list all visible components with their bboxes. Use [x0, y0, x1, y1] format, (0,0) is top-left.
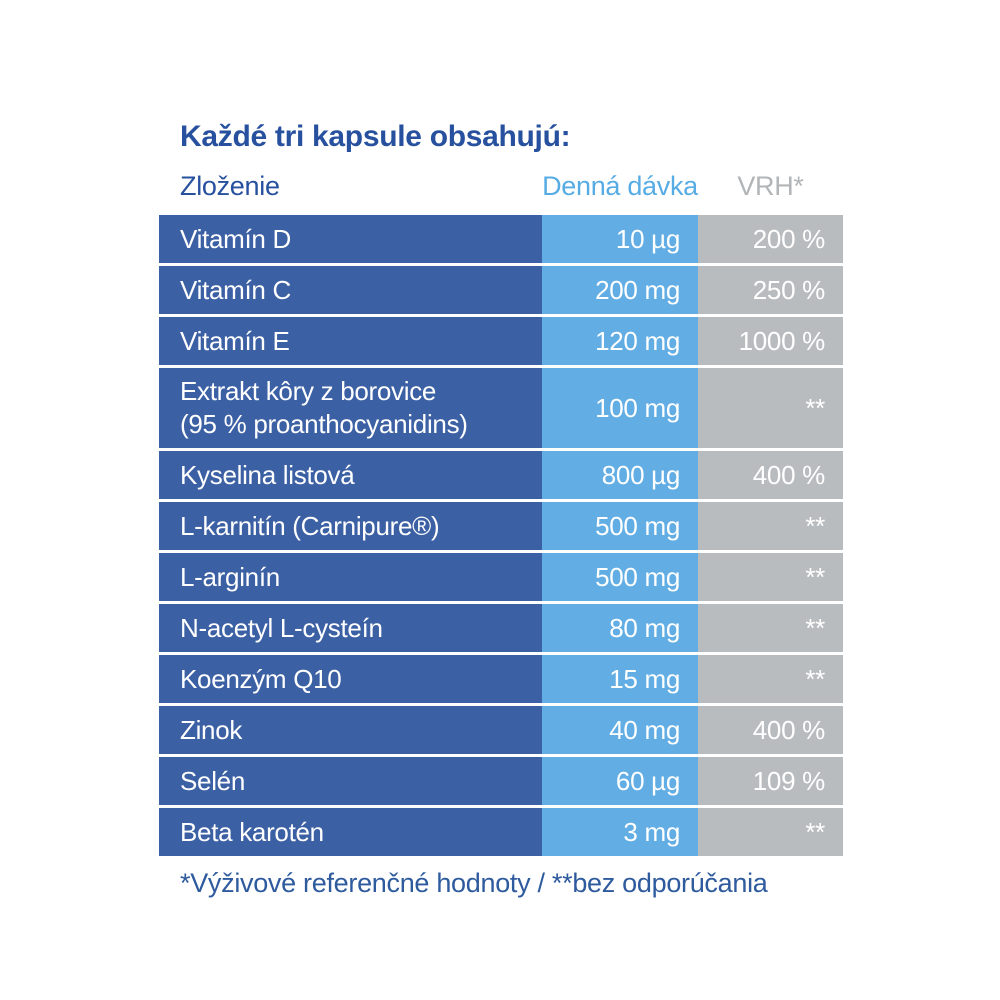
ingredient-name: Vitamín C	[159, 266, 542, 314]
column-header-vrh: VRH*	[737, 171, 804, 201]
vrh-value: 200 %	[698, 215, 843, 263]
page-title: Každé tri kapsule obsahujú:	[180, 120, 571, 153]
vrh-value: **	[698, 553, 843, 601]
panel-content: Každé tri kapsule obsahujú: Zloženie Den…	[159, 118, 843, 899]
ingredient-name: Vitamín D	[159, 215, 542, 263]
daily-dose-value: 800 µg	[542, 451, 698, 499]
table-row-9: Zinok 40 mg 400 %	[159, 706, 843, 754]
daily-dose-value: 3 mg	[542, 808, 698, 856]
daily-dose-value: 60 µg	[542, 757, 698, 805]
table-row-7: N-acetyl L-cysteín 80 mg **	[159, 604, 843, 652]
ingredient-name: Beta karotén	[159, 808, 542, 856]
ingredient-name: L-karnitín (Carnipure®)	[159, 502, 542, 550]
vrh-value: **	[698, 808, 843, 856]
footnote: *Výživové referenčné hodnoty / **bez odp…	[180, 868, 768, 898]
vrh-value: 400 %	[698, 451, 843, 499]
ingredient-name: Koenzým Q10	[159, 655, 542, 703]
daily-dose-value: 10 µg	[542, 215, 698, 263]
table-body: Vitamín D 10 µg 200 % Vitamín C 200 mg 2…	[159, 215, 843, 856]
table-row-2: Vitamín E 120 mg 1000 %	[159, 317, 843, 365]
table-row-0: Vitamín D 10 µg 200 %	[159, 215, 843, 263]
column-header-daily-dose: Denná dávka	[542, 171, 698, 201]
vrh-value: **	[698, 368, 843, 448]
ingredient-name: L-arginín	[159, 553, 542, 601]
table-row-11: Beta karotén 3 mg **	[159, 808, 843, 856]
daily-dose-value: 40 mg	[542, 706, 698, 754]
vrh-value: **	[698, 604, 843, 652]
ingredient-name: Selén	[159, 757, 542, 805]
daily-dose-value: 200 mg	[542, 266, 698, 314]
daily-dose-value: 15 mg	[542, 655, 698, 703]
table-row-1: Vitamín C 200 mg 250 %	[159, 266, 843, 314]
daily-dose-value: 80 mg	[542, 604, 698, 652]
daily-dose-value: 120 mg	[542, 317, 698, 365]
vrh-value: **	[698, 502, 843, 550]
table-row-10: Selén 60 µg 109 %	[159, 757, 843, 805]
table-row-5: L-karnitín (Carnipure®) 500 mg **	[159, 502, 843, 550]
table-row-3: Extrakt kôry z borovice (95 % proanthocy…	[159, 368, 843, 448]
vrh-value: **	[698, 655, 843, 703]
daily-dose-value: 500 mg	[542, 502, 698, 550]
table-row-6: L-arginín 500 mg **	[159, 553, 843, 601]
table-header: Zloženie Denná dávka VRH*	[159, 156, 843, 208]
ingredient-name: Zinok	[159, 706, 542, 754]
vrh-value: 109 %	[698, 757, 843, 805]
table-row-4: Kyselina listová 800 µg 400 %	[159, 451, 843, 499]
daily-dose-value: 100 mg	[542, 368, 698, 448]
ingredient-name: N-acetyl L-cysteín	[159, 604, 542, 652]
daily-dose-value: 500 mg	[542, 553, 698, 601]
ingredient-name: Vitamín E	[159, 317, 542, 365]
table-row-8: Koenzým Q10 15 mg **	[159, 655, 843, 703]
ingredient-name: Extrakt kôry z borovice (95 % proanthocy…	[159, 368, 542, 448]
vrh-value: 250 %	[698, 266, 843, 314]
column-header-ingredient: Zloženie	[180, 171, 280, 201]
vrh-value: 400 %	[698, 706, 843, 754]
ingredient-name: Kyselina listová	[159, 451, 542, 499]
vrh-value: 1000 %	[698, 317, 843, 365]
